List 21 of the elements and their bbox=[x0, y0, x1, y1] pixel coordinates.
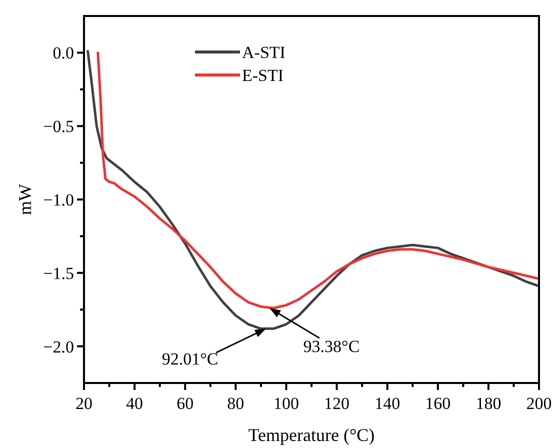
annotation: 92.01°C bbox=[162, 350, 218, 369]
x-tick-label: 60 bbox=[176, 394, 194, 413]
y-tick-label: 0.0 bbox=[52, 44, 74, 63]
x-tick-label: 160 bbox=[425, 394, 451, 413]
y-tick-label: −2.0 bbox=[43, 337, 74, 356]
y-tick-label: −1.0 bbox=[43, 190, 74, 210]
x-tick-label: 20 bbox=[76, 394, 92, 413]
x-tick-label: 140 bbox=[374, 394, 400, 413]
legend-label: A-STI bbox=[242, 43, 286, 62]
x-tick-label: 100 bbox=[273, 394, 299, 413]
y-tick-label: −1.5 bbox=[43, 264, 74, 283]
annotation: 93.38°C bbox=[303, 337, 360, 356]
x-tick-label: 120 bbox=[324, 394, 350, 413]
y-axis-title: mW bbox=[15, 184, 35, 215]
x-tick-label: 200 bbox=[526, 394, 552, 413]
x-tick-label: 80 bbox=[227, 394, 244, 413]
y-tick-label: −0.5 bbox=[43, 117, 74, 136]
x-tick-label: 180 bbox=[476, 394, 502, 413]
x-axis-title: Temperature (°C) bbox=[248, 425, 375, 445]
x-tick-label: 40 bbox=[126, 394, 144, 413]
legend-label: E-STI bbox=[242, 66, 284, 85]
